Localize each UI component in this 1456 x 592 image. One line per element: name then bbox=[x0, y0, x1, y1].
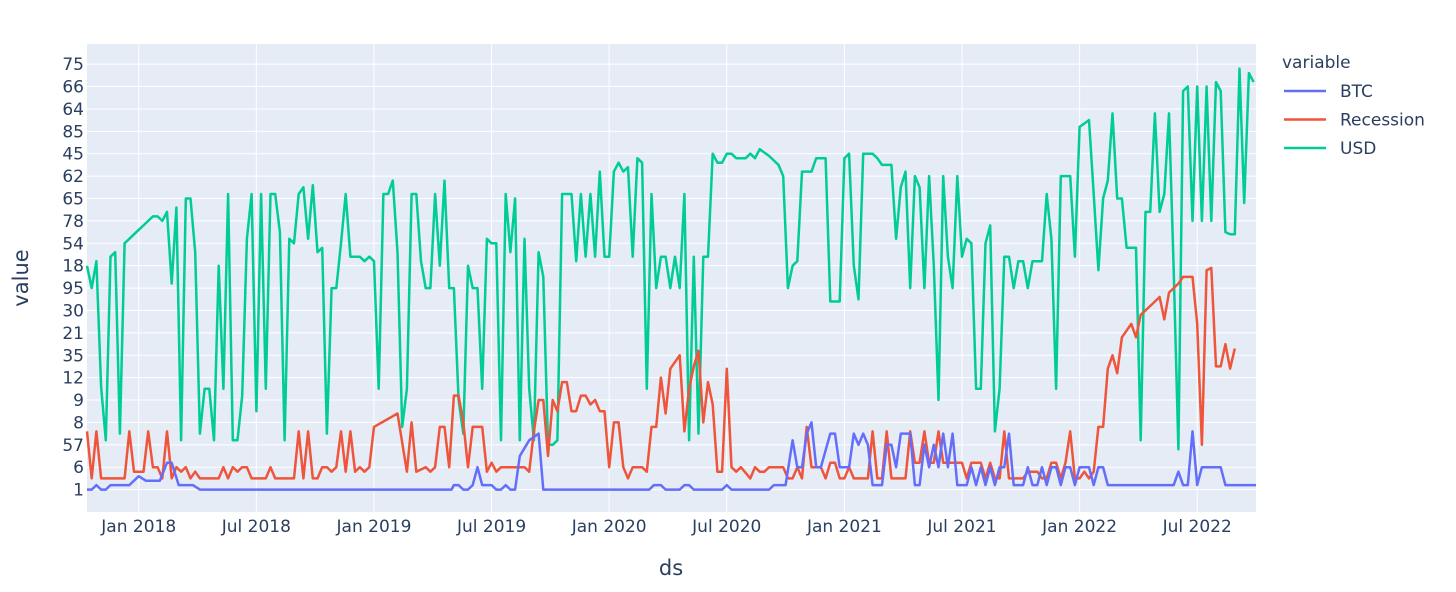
y-tick-label: 1 bbox=[73, 481, 84, 501]
x-tick-label: Jan 2021 bbox=[806, 517, 882, 537]
x-tick-label: Jul 2020 bbox=[691, 517, 761, 537]
y-tick-label: 8 bbox=[73, 413, 84, 433]
legend-label-btc: BTC bbox=[1340, 82, 1373, 102]
x-tick-label: Jan 2019 bbox=[336, 517, 412, 537]
y-tick-label: 21 bbox=[62, 324, 84, 344]
y-tick-label: 62 bbox=[62, 167, 84, 187]
y-tick-label: 6 bbox=[73, 458, 84, 478]
legend: variable BTC Recession USD bbox=[1282, 53, 1425, 159]
x-tick-label: Jul 2018 bbox=[221, 517, 291, 537]
x-axis-title: ds bbox=[659, 556, 683, 580]
y-tick-label: 54 bbox=[62, 234, 84, 254]
x-tick-label: Jul 2019 bbox=[456, 517, 526, 537]
y-tick-label: 18 bbox=[62, 257, 84, 277]
x-tick-label: Jul 2022 bbox=[1162, 517, 1232, 537]
y-tick-label: 12 bbox=[62, 369, 84, 389]
y-tick-label: 9 bbox=[73, 391, 84, 411]
y-tick-label: 30 bbox=[62, 301, 84, 321]
series-line-recession bbox=[85, 266, 1237, 480]
y-tick-label: 95 bbox=[62, 279, 84, 299]
y-tick-label: 66 bbox=[62, 78, 84, 98]
y-axis-title: value bbox=[9, 249, 33, 306]
x-tick-label: Jul 2021 bbox=[926, 517, 996, 537]
legend-label-usd: USD bbox=[1340, 139, 1376, 159]
y-tick-label: 75 bbox=[62, 55, 84, 75]
y-tick-label: 45 bbox=[62, 145, 84, 165]
y-tick-label: 57 bbox=[62, 436, 84, 456]
legend-title: variable bbox=[1282, 53, 1351, 73]
y-tick-label: 35 bbox=[62, 346, 84, 366]
y-tick-label: 65 bbox=[62, 190, 84, 210]
series-lines bbox=[85, 67, 1256, 491]
series-line-btc bbox=[87, 421, 1256, 491]
x-tick-label: Jan 2018 bbox=[100, 517, 176, 537]
x-tick-label: Jan 2020 bbox=[571, 517, 647, 537]
x-tick-labels: Jan 2018 Jul 2018 Jan 2019 Jul 2019 Jan 2020… bbox=[100, 517, 1231, 537]
x-tick-label: Jan 2022 bbox=[1041, 517, 1117, 537]
y-tick-label: 78 bbox=[62, 212, 84, 232]
y-tick-label: 64 bbox=[62, 100, 84, 120]
legend-label-recession: Recession bbox=[1340, 111, 1425, 131]
series-line-usd bbox=[85, 67, 1255, 451]
y-tick-label: 85 bbox=[62, 122, 84, 142]
